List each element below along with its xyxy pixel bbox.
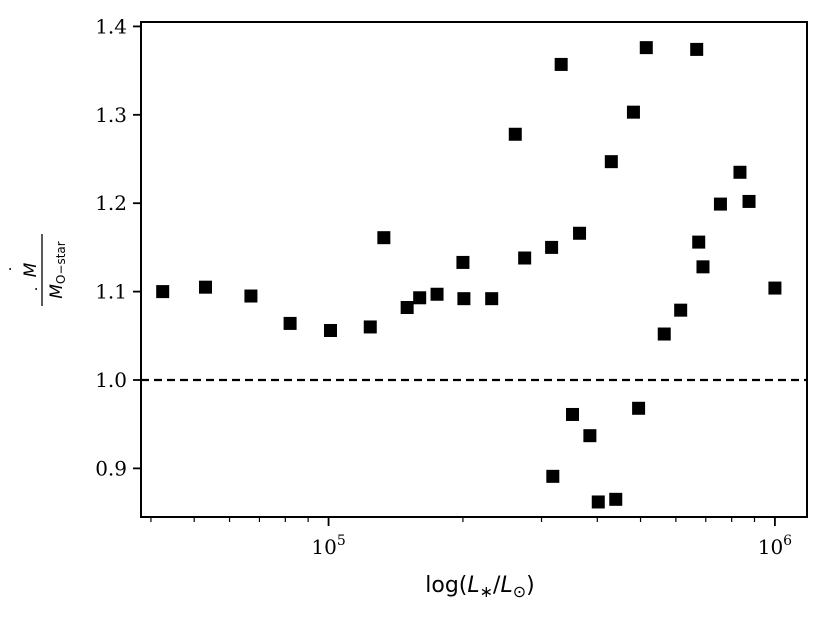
data-point-25 bbox=[632, 401, 646, 415]
data-point-15 bbox=[545, 240, 559, 254]
data-point-20 bbox=[583, 429, 597, 443]
y-label-denominator: MO−star bbox=[47, 241, 68, 298]
data-point-27 bbox=[657, 327, 671, 341]
data-point-2 bbox=[244, 289, 258, 303]
data-point-34 bbox=[742, 194, 756, 208]
x-tick-label-0: 105 bbox=[311, 533, 345, 559]
y-tick-label-2: 1.1 bbox=[95, 280, 127, 304]
plot-frame bbox=[140, 21, 808, 518]
y-tick-label-1: 1.0 bbox=[95, 368, 127, 392]
data-point-12 bbox=[485, 292, 499, 306]
data-point-23 bbox=[609, 492, 623, 506]
data-point-35 bbox=[768, 281, 782, 295]
data-point-33 bbox=[733, 165, 747, 179]
data-point-0 bbox=[156, 285, 170, 299]
data-points bbox=[156, 41, 782, 509]
data-point-14 bbox=[518, 251, 532, 265]
data-point-24 bbox=[626, 105, 640, 119]
data-point-11 bbox=[457, 292, 471, 306]
y-label-dot: ˙ bbox=[7, 265, 27, 274]
data-point-10 bbox=[456, 255, 470, 269]
data-point-17 bbox=[554, 57, 568, 71]
data-point-31 bbox=[696, 260, 710, 274]
data-point-5 bbox=[363, 320, 377, 334]
data-point-4 bbox=[323, 323, 337, 337]
data-point-18 bbox=[566, 407, 580, 421]
y-axis-ticks: 0.9 1.0 1.1 1.2 1.3 1.4 bbox=[95, 14, 141, 480]
data-point-1 bbox=[198, 280, 212, 294]
y-label-numerator: M bbox=[21, 262, 41, 277]
y-tick-label-4: 1.3 bbox=[95, 103, 127, 127]
y-axis-label: M˙MO−star˙ bbox=[7, 234, 68, 306]
data-point-22 bbox=[604, 155, 618, 169]
data-point-32 bbox=[713, 197, 727, 211]
data-point-6 bbox=[377, 231, 391, 245]
y-tick-label-0: 0.9 bbox=[95, 456, 127, 480]
data-point-16 bbox=[546, 469, 560, 483]
data-point-19 bbox=[573, 226, 587, 240]
data-point-30 bbox=[692, 235, 706, 249]
x-axis-ticks: 105 106 bbox=[150, 517, 792, 559]
x-tick-label-1: 106 bbox=[758, 533, 792, 559]
data-point-13 bbox=[508, 127, 522, 141]
y-tick-label-3: 1.2 bbox=[95, 191, 127, 215]
y-tick-label-5: 1.4 bbox=[95, 14, 127, 38]
data-point-28 bbox=[674, 303, 688, 317]
data-point-8 bbox=[413, 291, 427, 305]
data-point-7 bbox=[400, 301, 414, 315]
data-point-9 bbox=[430, 287, 444, 301]
data-point-3 bbox=[283, 316, 297, 330]
x-axis-label: log(L∗/L⊙) bbox=[425, 573, 534, 601]
data-point-26 bbox=[639, 41, 653, 55]
data-point-29 bbox=[690, 42, 704, 56]
data-point-21 bbox=[591, 495, 605, 509]
y-label-denominator-dot: ˙ bbox=[33, 285, 53, 294]
